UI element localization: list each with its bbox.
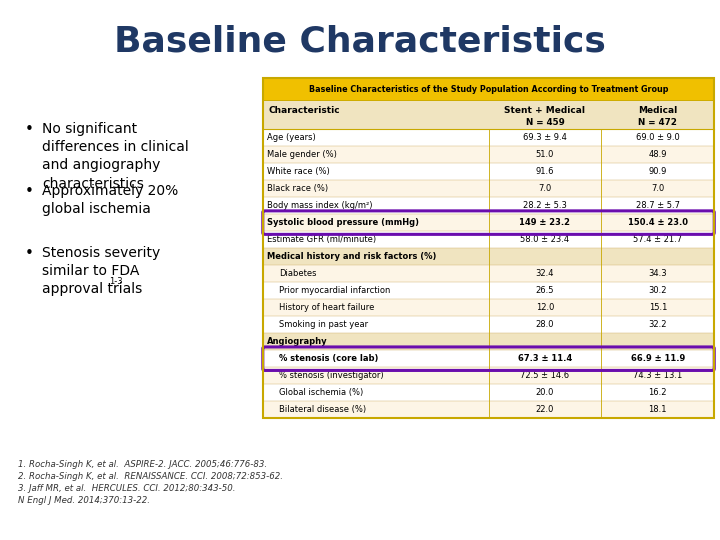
Text: 58.0 ± 23.4: 58.0 ± 23.4 bbox=[521, 235, 570, 244]
Text: 57.4 ± 21.7: 57.4 ± 21.7 bbox=[634, 235, 683, 244]
Text: 30.2: 30.2 bbox=[649, 286, 667, 295]
Text: 28.0: 28.0 bbox=[536, 320, 554, 329]
Text: 18.1: 18.1 bbox=[649, 405, 667, 414]
Text: Medical history and risk factors (%): Medical history and risk factors (%) bbox=[267, 252, 436, 261]
Bar bbox=[263, 316, 714, 333]
Text: No significant
differences in clinical
and angiography
characteristics: No significant differences in clinical a… bbox=[42, 122, 189, 191]
Bar bbox=[263, 101, 714, 129]
Text: N = 459: N = 459 bbox=[526, 118, 564, 127]
Text: 74.3 ± 13.1: 74.3 ± 13.1 bbox=[633, 371, 683, 380]
Text: Estimate GFR (ml/minute): Estimate GFR (ml/minute) bbox=[267, 235, 377, 244]
Text: Stent + Medical: Stent + Medical bbox=[505, 106, 585, 116]
Text: 91.6: 91.6 bbox=[536, 167, 554, 176]
Bar bbox=[263, 129, 714, 146]
Text: Smoking in past year: Smoking in past year bbox=[279, 320, 368, 329]
Text: 150.4 ± 23.0: 150.4 ± 23.0 bbox=[628, 218, 688, 227]
Text: Approximately 20%
global ischemia: Approximately 20% global ischemia bbox=[42, 184, 179, 216]
Text: 69.0 ± 9.0: 69.0 ± 9.0 bbox=[636, 133, 680, 142]
Text: 12.0: 12.0 bbox=[536, 303, 554, 312]
Text: 20.0: 20.0 bbox=[536, 388, 554, 397]
Bar bbox=[263, 350, 714, 367]
Text: 22.0: 22.0 bbox=[536, 405, 554, 414]
Text: 7.0: 7.0 bbox=[651, 184, 665, 193]
Bar bbox=[263, 163, 714, 180]
Text: % stenosis (investigator): % stenosis (investigator) bbox=[279, 371, 383, 380]
Text: Baseline Characteristics of the Study Population According to Treatment Group: Baseline Characteristics of the Study Po… bbox=[309, 85, 668, 94]
Text: Angiography: Angiography bbox=[267, 337, 328, 346]
Text: Baseline Characteristics: Baseline Characteristics bbox=[114, 24, 606, 58]
Text: •: • bbox=[25, 122, 34, 137]
Text: 90.9: 90.9 bbox=[649, 167, 667, 176]
Text: 67.3 ± 11.4: 67.3 ± 11.4 bbox=[518, 354, 572, 363]
Text: 149 ± 23.2: 149 ± 23.2 bbox=[519, 218, 570, 227]
Bar bbox=[263, 197, 714, 214]
Text: 69.3 ± 9.4: 69.3 ± 9.4 bbox=[523, 133, 567, 142]
Text: 34.3: 34.3 bbox=[649, 269, 667, 278]
Text: Black race (%): Black race (%) bbox=[267, 184, 328, 193]
Bar bbox=[263, 299, 714, 316]
Text: White race (%): White race (%) bbox=[267, 167, 330, 176]
Bar bbox=[263, 384, 714, 401]
Bar bbox=[263, 214, 714, 231]
Text: 72.5 ± 14.6: 72.5 ± 14.6 bbox=[521, 371, 570, 380]
Text: 2. Rocha-Singh K, et al.  RENAISSANCE. CCI. 2008;72:853-62.: 2. Rocha-Singh K, et al. RENAISSANCE. CC… bbox=[18, 472, 283, 481]
Text: 3. Jaff MR, et al.  HERCULES. CCI. 2012;80:343-50.: 3. Jaff MR, et al. HERCULES. CCI. 2012;8… bbox=[18, 484, 235, 493]
Text: 7.0: 7.0 bbox=[539, 184, 552, 193]
Bar bbox=[263, 180, 714, 197]
Bar bbox=[263, 333, 714, 350]
Bar bbox=[263, 248, 714, 265]
Text: Prior myocardial infarction: Prior myocardial infarction bbox=[279, 286, 390, 295]
Text: 15.1: 15.1 bbox=[649, 303, 667, 312]
Text: 1. Rocha-Singh K, et al.  ASPIRE-2. JACC. 2005;46:776-83.: 1. Rocha-Singh K, et al. ASPIRE-2. JACC.… bbox=[18, 460, 267, 469]
Bar bbox=[263, 265, 714, 282]
Text: Characteristic: Characteristic bbox=[269, 106, 340, 116]
Bar bbox=[263, 146, 714, 163]
Text: Global ischemia (%): Global ischemia (%) bbox=[279, 388, 363, 397]
Text: 16.2: 16.2 bbox=[649, 388, 667, 397]
Text: 28.2 ± 5.3: 28.2 ± 5.3 bbox=[523, 201, 567, 210]
Text: Medical: Medical bbox=[638, 106, 678, 116]
Bar bbox=[263, 401, 714, 418]
Bar bbox=[263, 367, 714, 384]
Text: % stenosis (core lab): % stenosis (core lab) bbox=[279, 354, 378, 363]
Text: History of heart failure: History of heart failure bbox=[279, 303, 374, 312]
Text: •: • bbox=[25, 184, 34, 199]
Text: Stenosis severity
similar to FDA
approval trials: Stenosis severity similar to FDA approva… bbox=[42, 246, 161, 296]
Text: 51.0: 51.0 bbox=[536, 150, 554, 159]
Text: Systolic blood pressure (mmHg): Systolic blood pressure (mmHg) bbox=[267, 218, 419, 227]
Bar bbox=[263, 231, 714, 248]
Text: Body mass index (kg/m²): Body mass index (kg/m²) bbox=[267, 201, 373, 210]
Text: 1-3: 1-3 bbox=[109, 277, 122, 286]
Text: 26.5: 26.5 bbox=[536, 286, 554, 295]
Bar bbox=[263, 78, 714, 101]
Text: 48.9: 48.9 bbox=[649, 150, 667, 159]
Text: •: • bbox=[25, 246, 34, 261]
Text: Bilateral disease (%): Bilateral disease (%) bbox=[279, 405, 366, 414]
Text: 28.7 ± 5.7: 28.7 ± 5.7 bbox=[636, 201, 680, 210]
Text: N Engl J Med. 2014;370:13-22.: N Engl J Med. 2014;370:13-22. bbox=[18, 496, 150, 505]
Text: 66.9 ± 11.9: 66.9 ± 11.9 bbox=[631, 354, 685, 363]
Text: 32.4: 32.4 bbox=[536, 269, 554, 278]
Text: Male gender (%): Male gender (%) bbox=[267, 150, 337, 159]
Text: 32.2: 32.2 bbox=[649, 320, 667, 329]
Text: Diabetes: Diabetes bbox=[279, 269, 316, 278]
Bar bbox=[263, 282, 714, 299]
Bar bbox=[263, 78, 714, 418]
Text: Age (years): Age (years) bbox=[267, 133, 316, 142]
Text: N = 472: N = 472 bbox=[639, 118, 678, 127]
